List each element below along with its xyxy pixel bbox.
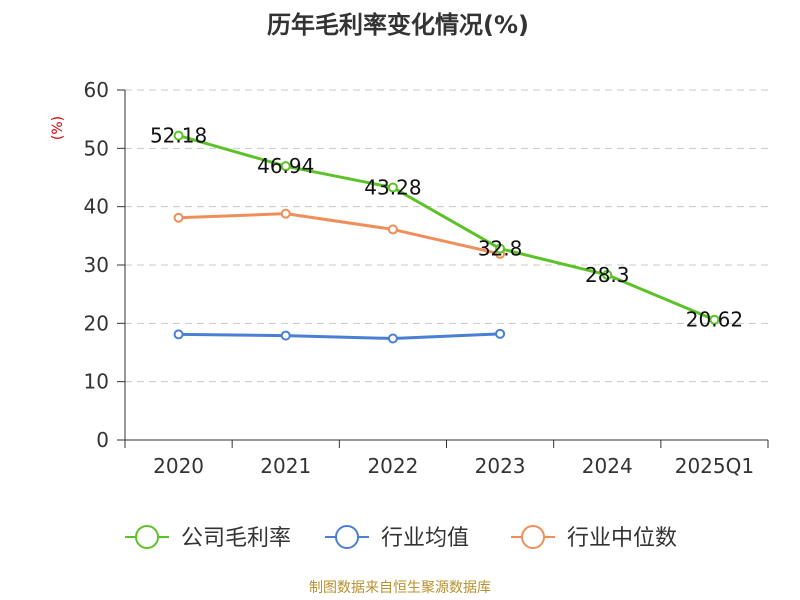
legend: 公司毛利率 行业均值 行业中位数 [125,525,677,551]
legend-marker-icon [135,525,159,549]
data-label: 20.62 [686,308,743,332]
data-point [280,161,291,172]
data-label: 46.94 [257,154,314,178]
grid-lines [125,89,768,383]
legend-label: 行业均值 [381,526,469,551]
data-point [387,333,398,344]
y-tick-label: 30 [84,253,109,277]
data-point [387,224,398,235]
data-point [495,243,506,254]
series-line-0 [177,134,716,322]
legend-label: 公司毛利率 [181,526,291,551]
x-tick-label: 2021 [260,454,311,478]
data-point [173,329,184,340]
x-tick-label: 2020 [153,454,204,478]
y-tick-label: 20 [84,311,109,335]
series-lines [173,130,720,344]
y-axis-unit-label: (%) [50,116,66,140]
data-point [280,330,291,341]
legend-item-1[interactable]: 行业均值 [325,525,469,551]
legend-item-0[interactable]: 公司毛利率 [125,525,291,551]
x-tick-label: 2023 [475,454,526,478]
legend-marker-icon [335,525,359,549]
data-point [173,130,184,141]
y-tick-label: 50 [84,136,109,160]
data-point [602,269,613,280]
data-point [280,208,291,219]
y-tick-label: 40 [84,195,109,219]
data-label: 43.28 [364,176,421,200]
legend-marker-icon [521,525,545,549]
chart-title: 历年毛利率变化情况(%) [267,11,529,39]
data-label: 28.3 [585,263,630,287]
axes: 0 10 20 30 40 50 60 2020 2021 2022 2023 2024 2025Q1 [84,78,769,478]
x-tick-label: 2024 [582,454,633,478]
x-tick-label: 2022 [367,454,418,478]
y-tick-label: 0 [96,428,109,452]
data-labels: 52.18 46.94 43.28 32.8 28.3 20.62 [150,124,743,332]
source-note: 制图数据来自恒生聚源数据库 [309,580,491,596]
data-point [173,212,184,223]
legend-label: 行业中位数 [567,526,677,551]
data-point [387,182,398,193]
x-tick-label: 2025Q1 [675,454,754,478]
data-label: 52.18 [150,124,207,148]
series-line-2 [177,212,502,256]
data-label: 32.8 [478,237,523,261]
data-point [495,328,506,339]
y-tick-label: 60 [84,78,109,102]
data-point [709,314,720,325]
y-tick-label: 10 [84,370,109,394]
series-line-1 [177,332,502,340]
legend-item-2[interactable]: 行业中位数 [511,525,677,551]
